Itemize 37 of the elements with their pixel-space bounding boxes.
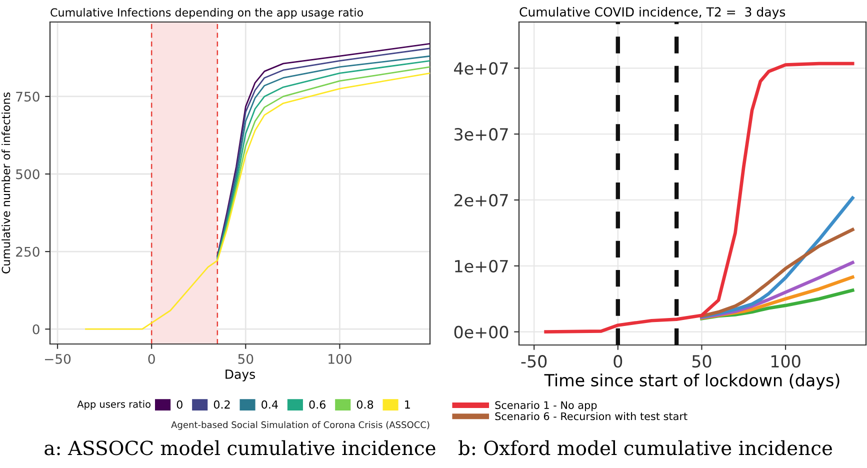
legend-label: Scenario 1 - No app	[495, 401, 597, 412]
x-tick-label: 0	[148, 354, 155, 364]
legend-label: 1	[405, 400, 410, 409]
chart-title: Cumulative Infections depending on the app usage ratio	[50, 8, 363, 19]
chart-title: Cumulative COVID incidence, T2 = 3 days	[520, 6, 786, 20]
line-series	[700, 228, 854, 318]
y-tick-label: 750	[16, 92, 40, 102]
text: b: Oxford model cumulative incidence	[458, 440, 832, 456]
legend-label: 0	[176, 400, 182, 409]
y-tick-label: 0	[32, 324, 40, 334]
y-tick-label: 2e+07	[454, 194, 508, 207]
x-axis-title: Days	[226, 370, 255, 382]
line-series	[85, 72, 430, 330]
legend-label: 0.6	[309, 400, 326, 409]
legend-label: 0.2	[214, 400, 230, 409]
x-tick-label: 0	[614, 355, 622, 368]
y-tick-label: 3e+07	[454, 128, 508, 141]
y-tick-label: 1e+07	[455, 260, 508, 272]
text: a: ASSOCC model cumulative incidence	[44, 440, 436, 456]
x-tick-label: −50	[45, 354, 71, 364]
y-tick-label: 500	[16, 169, 40, 180]
line-series	[544, 62, 854, 334]
legend-title: App users ratio	[77, 400, 150, 410]
x-tick-label: 100	[328, 354, 352, 364]
x-axis-title: Time since start of lockdown (days)	[544, 374, 840, 390]
text: Agent-based Social Simulation of Corona Crisis (ASSOCC)	[171, 421, 430, 430]
x-tick-label: 50	[692, 355, 712, 368]
y-tick-label: 0e+00	[454, 326, 508, 338]
y-axis-title: Cumulative number of infections	[2, 92, 10, 274]
legend-label: 0.8	[356, 400, 374, 409]
x-tick-label: 100	[771, 355, 800, 368]
x-tick-label: 50	[238, 354, 254, 364]
legend-label: 0.4	[262, 400, 278, 409]
y-tick-label: 4e+07	[454, 62, 508, 75]
y-tick-label: 250	[16, 246, 40, 257]
legend-label: Scenario 6 - Recursion with test start	[495, 412, 688, 420]
x-tick-label: -50	[521, 355, 547, 368]
